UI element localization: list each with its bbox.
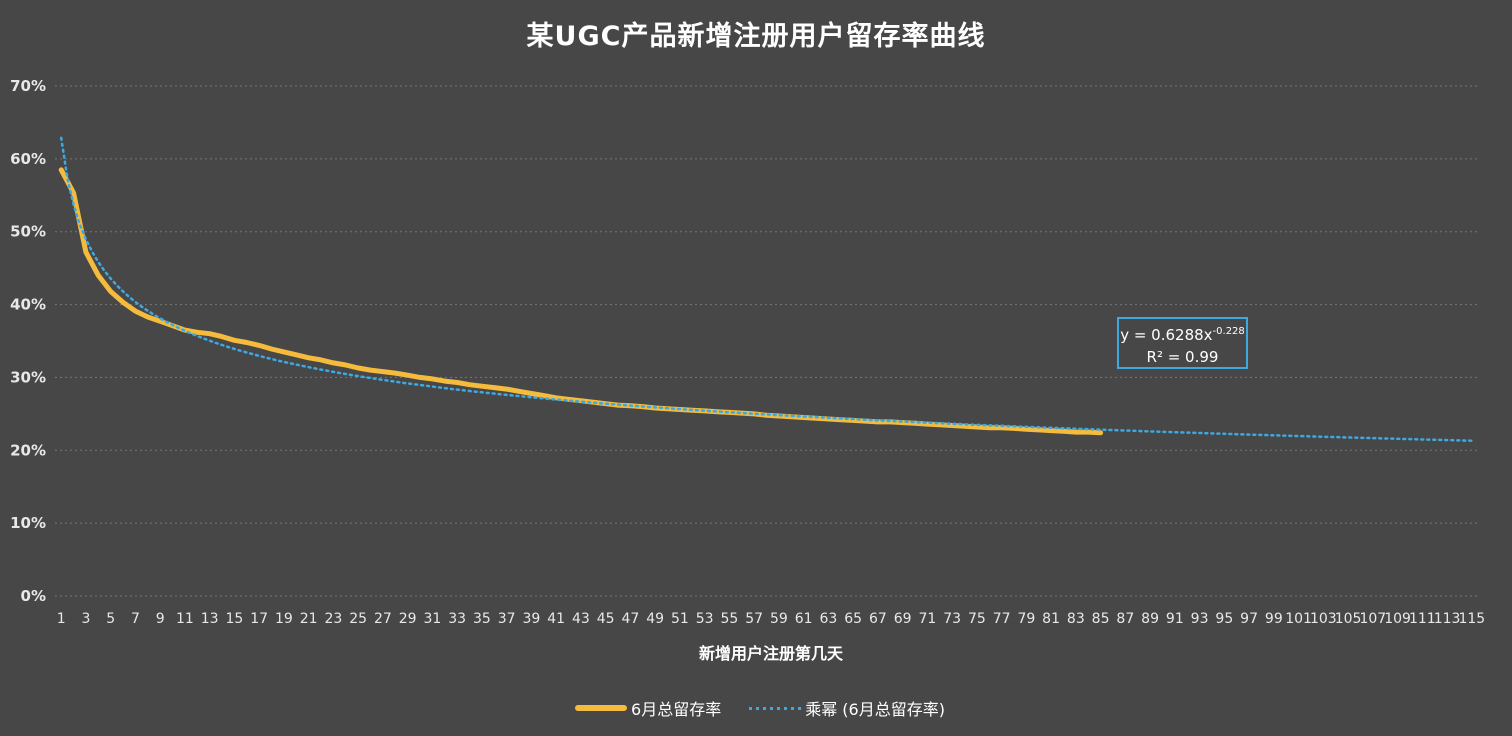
x-tick-label: 7 [131,611,140,627]
equation-r-squared: R² = 0.99 [1146,348,1219,366]
equation-main: y = 0.6288x [1120,326,1213,344]
legend: 6月总留存率 乘幂 (6月总留存率) [0,696,1512,720]
x-tick-label: 73 [943,611,961,627]
x-tick-label: 81 [1042,611,1060,627]
x-tick-label: 29 [399,611,417,627]
x-tick-label: 91 [1166,611,1184,627]
x-tick-label: 47 [621,611,639,627]
x-tick-label: 57 [745,611,763,627]
y-tick-label: 50% [10,223,46,241]
legend-swatch-solid [575,705,628,711]
y-tick-label: 20% [10,441,46,459]
equation-exponent: -0.228 [1212,326,1245,337]
legend-item-trend: 乘幂 (6月总留存率) [749,696,945,720]
x-tick-label: 99 [1265,611,1283,627]
x-tick-label: 53 [696,611,714,627]
y-axis-ticks: 0% 10% 20% 30% 40% 50% 60% 70% [10,77,46,605]
x-tick-label: 31 [423,611,441,627]
x-axis-ticks: 1 3 5 7 9 11 13 15 17 19 21 23 25 27 29 31 33 35 37 39 41 43 4… [57,611,1485,627]
x-tick-label: 69 [894,611,912,627]
legend-swatch-dotted [749,706,802,710]
x-tick-label: 23 [324,611,342,627]
x-tick-label: 95 [1215,611,1233,627]
x-tick-label: 41 [547,611,565,627]
x-tick-label: 79 [1017,611,1035,627]
x-tick-label: 51 [671,611,689,627]
legend-label-actual: 6月总留存率 [631,700,722,719]
x-tick-label: 19 [275,611,293,627]
x-tick-label: 17 [250,611,268,627]
x-axis-title: 新增用户注册第几天 [698,644,843,663]
x-tick-label: 115 [1458,611,1485,627]
x-tick-label: 107 [1359,611,1386,627]
y-tick-label: 10% [10,514,46,532]
x-tick-label: 3 [81,611,90,627]
series-line-trend [59,136,1474,442]
x-tick-label: 113 [1434,611,1461,627]
x-tick-label: 27 [374,611,392,627]
x-tick-label: 67 [869,611,887,627]
x-tick-label: 111 [1409,611,1436,627]
series-line-actual [58,167,1104,436]
x-tick-label: 39 [522,611,540,627]
x-tick-label: 11 [176,611,194,627]
x-tick-label: 87 [1116,611,1134,627]
x-tick-label: 75 [968,611,986,627]
x-tick-label: 5 [106,611,115,627]
x-tick-label: 9 [156,611,165,627]
x-tick-label: 77 [993,611,1011,627]
x-tick-label: 15 [226,611,244,627]
x-tick-label: 109 [1384,611,1411,627]
x-tick-label: 59 [770,611,788,627]
x-tick-label: 49 [646,611,664,627]
x-tick-label: 33 [448,611,466,627]
gridlines [55,85,1478,597]
y-tick-label: 0% [21,587,46,605]
legend-label-trend: 乘幂 (6月总留存率) [805,700,945,719]
x-tick-label: 1 [57,611,66,627]
x-tick-label: 101 [1285,611,1312,627]
x-tick-label: 21 [300,611,318,627]
x-tick-label: 83 [1067,611,1085,627]
x-tick-label: 71 [918,611,936,627]
x-tick-label: 97 [1240,611,1258,627]
series-layer [58,136,1474,442]
x-tick-label: 45 [597,611,615,627]
y-tick-label: 70% [10,77,46,95]
x-tick-label: 43 [572,611,590,627]
x-tick-label: 63 [819,611,837,627]
y-tick-label: 30% [10,368,46,386]
x-tick-label: 13 [201,611,219,627]
x-tick-label: 103 [1310,611,1337,627]
x-tick-label: 85 [1092,611,1110,627]
x-tick-label: 105 [1335,611,1362,627]
x-tick-label: 37 [498,611,516,627]
x-tick-label: 55 [720,611,738,627]
x-tick-label: 61 [795,611,813,627]
x-tick-label: 93 [1191,611,1209,627]
x-tick-label: 89 [1141,611,1159,627]
legend-item-actual: 6月总留存率 [575,696,721,720]
x-tick-label: 25 [349,611,367,627]
y-tick-label: 60% [10,150,46,168]
x-tick-label: 65 [844,611,862,627]
equation-line-1: y = 0.6288x-0.228 [1119,321,1246,346]
trendline-equation-box: y = 0.6288x-0.228 R² = 0.99 [1117,317,1248,369]
y-tick-label: 40% [10,296,46,314]
x-tick-label: 35 [473,611,491,627]
chart-title: 某UGC产品新增注册用户留存率曲线 [526,21,986,52]
